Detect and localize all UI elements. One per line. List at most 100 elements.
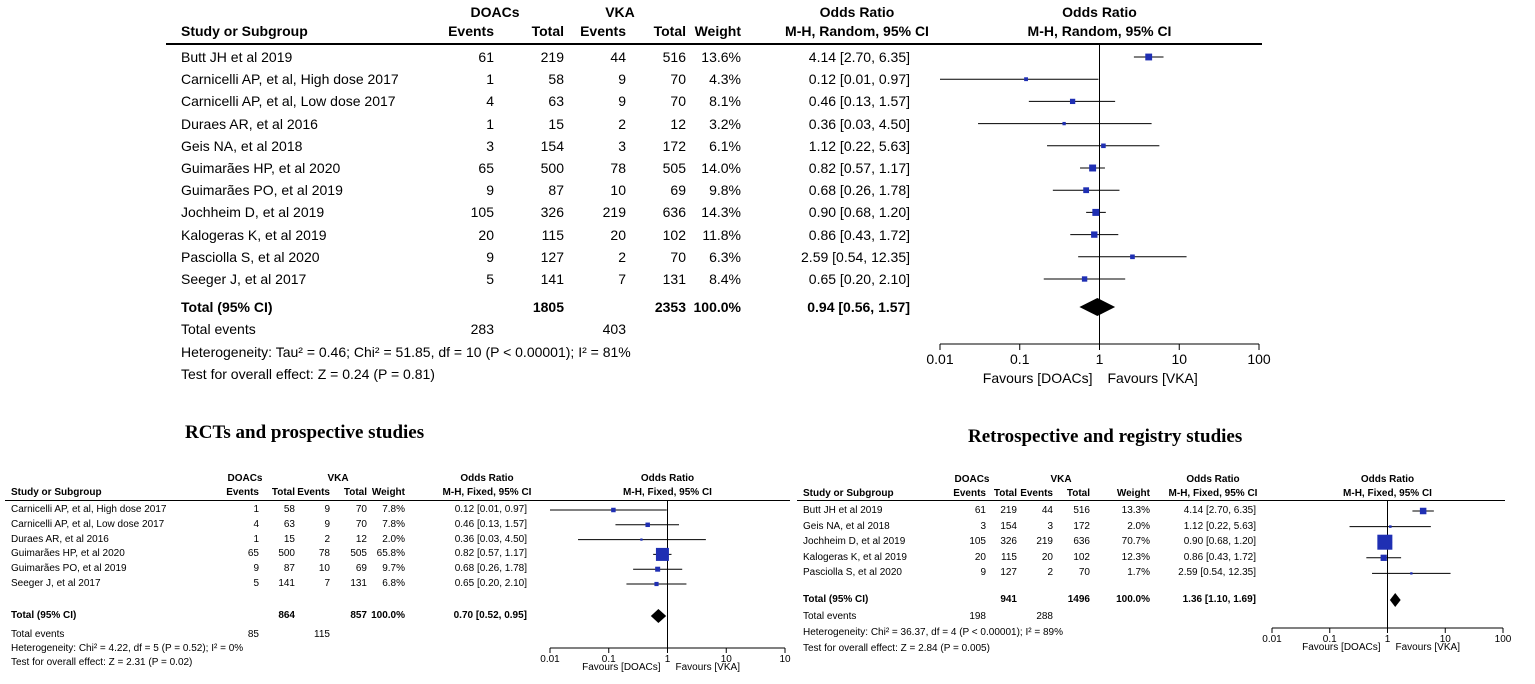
x-tick-label: 100 (1247, 351, 1271, 367)
table-row-study: Carnicelli AP, et al, Low dose 2017 (181, 93, 396, 110)
table-row-study: Seeger J, et al 2017 (181, 271, 307, 287)
table-row-events1: 1 (486, 71, 494, 88)
table-row-total2: 69 (670, 182, 686, 199)
table-row-total2: 70 (670, 71, 686, 88)
table-row-ci: 2.59 [0.54, 12.35] (1178, 567, 1256, 579)
table-row-weight: 13.6% (701, 49, 741, 65)
table-row-total2: 102 (1073, 551, 1090, 563)
table-row-study: Guimarães HP, et al 2020 (181, 160, 341, 176)
table-row-weight: 12.3% (1121, 551, 1150, 563)
table-row-study: Duraes AR, et al 2016 (11, 533, 109, 545)
favours-left-label: Favours [DOACs] (1302, 642, 1381, 653)
table-row-total2: 636 (1073, 536, 1090, 548)
table-row-ci: 0.65 [0.20, 2.10] (454, 578, 527, 589)
total-weight: 100.0% (693, 299, 741, 315)
table-row-total1: 219 (1000, 505, 1017, 516)
table-row-total1: 15 (283, 533, 295, 545)
table-row-events2: 219 (602, 204, 626, 221)
events-label: Total events (181, 321, 256, 337)
table-row-weight: 3.2% (709, 115, 741, 132)
table-row-ci: 0.36 [0.03, 4.50] (454, 533, 527, 545)
or-header: Odds Ratio (460, 473, 514, 484)
total-total2: 2353 (654, 299, 686, 315)
total-total1: 1805 (532, 299, 564, 315)
x-tick-label: 0.1 (601, 654, 616, 665)
table-row-ci: 1.12 [0.22, 5.63] (1183, 520, 1256, 532)
table-row-events1: 65 (247, 548, 259, 560)
table-row-events2: 3 (1047, 520, 1053, 532)
table-row-ci: 0.46 [0.13, 1.57] (454, 518, 527, 530)
x-tick-label: 1 (1095, 351, 1104, 367)
table-row-weight: 9.8% (709, 182, 741, 199)
total-ci: 0.70 [0.52, 0.95] (453, 610, 527, 621)
table-row-ci: 0.12 [0.01, 0.97] (808, 71, 910, 88)
total-weight: 100.0% (1116, 594, 1150, 605)
study-square (1089, 164, 1097, 172)
study-square (645, 522, 650, 528)
study-square (1081, 276, 1088, 282)
table-row-total2: 131 (350, 578, 367, 589)
weight-header: Weight (371, 487, 405, 498)
group1-header: DOACs (954, 474, 990, 485)
table-row-events2: 44 (1041, 505, 1053, 516)
favours-right-label: Favours [VKA] (1395, 642, 1460, 653)
table-row-total2: 12 (355, 533, 367, 545)
table-row-weight: 70.7% (1121, 536, 1150, 548)
table-row-total1: 63 (283, 518, 295, 530)
table-row-events1: 61 (478, 49, 494, 65)
table-row-events2: 7 (618, 271, 626, 287)
table-row-total2: 69 (355, 563, 367, 575)
table-row-weight: 7.8% (382, 518, 405, 530)
table-row-weight: 9.7% (382, 563, 405, 575)
table-row-events2: 9 (618, 71, 626, 88)
table-row-events2: 2 (324, 533, 330, 545)
table-row-events1: 105 (470, 204, 494, 221)
table-row-events1: 3 (980, 520, 986, 532)
study-square (1083, 187, 1090, 194)
table-row-events1: 61 (974, 505, 986, 516)
table-row-total2: 505 (662, 160, 686, 176)
table-row-total2: 172 (1073, 520, 1090, 532)
table-row-events2: 219 (1036, 536, 1053, 548)
table-row-events2: 10 (610, 182, 626, 199)
table-row-weight: 8.4% (709, 271, 741, 287)
table-row-study: Pasciolla S, et al 2020 (181, 248, 320, 265)
table-row-study: Carnicelli AP, et al, High dose 2017 (11, 504, 167, 515)
table-row-ci: 0.82 [0.57, 1.17] (808, 160, 910, 176)
table-row-events1: 9 (253, 563, 259, 575)
table-row-events1: 3 (486, 137, 494, 154)
group2-header: VKA (1050, 474, 1072, 485)
favours-right-label: Favours [VKA] (1107, 370, 1198, 386)
table-row-study: Butt JH et al 2019 (803, 505, 883, 516)
study-square (1092, 208, 1100, 216)
table-row-events2: 9 (618, 93, 626, 110)
x-tick-label: 10 (779, 654, 791, 665)
table-row-weight: 7.8% (382, 504, 405, 515)
table-row-weight: 6.1% (709, 137, 741, 154)
table-row-ci: 0.65 [0.20, 2.10] (808, 271, 910, 287)
total-label: Total (95% CI) (803, 594, 869, 605)
events2-header: Events (1020, 488, 1053, 499)
table-row-weight: 8.1% (709, 93, 741, 110)
x-tick-label: 10 (1439, 634, 1451, 645)
table-row-events2: 2 (618, 115, 626, 132)
table-row-total1: 87 (548, 182, 564, 199)
total-total1: 864 (278, 610, 295, 621)
table-row-ci: 0.46 [0.13, 1.57] (808, 93, 910, 110)
total-weight: 100.0% (371, 610, 405, 621)
table-row-study: Jochheim D, et al 2019 (181, 204, 325, 221)
table-row-total1: 127 (1000, 567, 1017, 579)
table-row-events2: 78 (610, 160, 626, 176)
table-row-weight: 2.0% (1127, 520, 1150, 532)
table-row-study: Geis NA, et al 2018 (181, 137, 303, 154)
table-row-total1: 154 (540, 137, 564, 154)
table-row-total1: 15 (548, 115, 564, 132)
table-row-total2: 70 (670, 248, 686, 265)
table-row-events1: 65 (478, 160, 494, 176)
table-row-study: Geis NA, et al 2018 (803, 520, 890, 532)
study-square (1145, 53, 1153, 61)
study-square (1410, 572, 1413, 575)
table-row-ci: 0.12 [0.01, 0.97] (454, 504, 527, 515)
